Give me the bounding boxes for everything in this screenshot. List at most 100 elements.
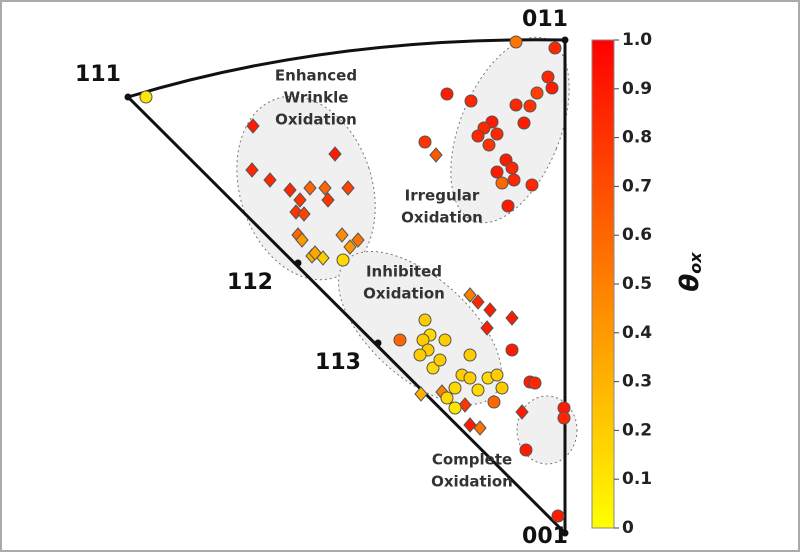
circle-point <box>528 376 542 390</box>
vertex-label: 112 <box>227 270 273 295</box>
circle-point <box>463 371 477 385</box>
vertex-label: 001 <box>522 524 568 549</box>
colorbar-tick-label: 0.8 <box>622 128 652 148</box>
circle-point <box>490 127 504 141</box>
circle-point <box>519 443 533 457</box>
diamond-point <box>295 232 309 248</box>
colorbar-tick-label: 0.7 <box>622 176 652 196</box>
circle-point <box>557 411 571 425</box>
circle-point <box>530 86 544 100</box>
diamond-point <box>471 294 485 310</box>
diamond-point <box>321 192 335 208</box>
circle-point <box>393 333 407 347</box>
vertex-dot <box>561 36 569 44</box>
diamond-point <box>308 245 322 261</box>
circle-point <box>433 353 447 367</box>
colorbar-tick-label: 0.9 <box>622 79 652 99</box>
colorbar-tick-label: 0.3 <box>622 372 652 392</box>
circle-point <box>438 333 452 347</box>
circle-point <box>505 343 519 357</box>
colorbar-tick-label: 0.6 <box>622 225 652 245</box>
diamond-point <box>429 147 443 163</box>
diamond-point <box>515 404 529 420</box>
vertex-dot <box>374 339 382 347</box>
circle-point <box>448 401 462 415</box>
circle-point <box>507 173 521 187</box>
diamond-point <box>328 146 342 162</box>
vertex-label: 011 <box>522 7 568 32</box>
diamond-point <box>343 239 357 255</box>
diamond-point <box>414 386 428 402</box>
circle-point <box>440 87 454 101</box>
circle-point <box>525 178 539 192</box>
circle-point <box>440 391 454 405</box>
diamond-point <box>351 232 365 248</box>
diamond-point <box>335 227 349 243</box>
circle-point <box>482 138 496 152</box>
region-label: Irregular <box>405 187 480 205</box>
colorbar-tick-label: 0.2 <box>622 420 652 440</box>
region-label: Oxidation <box>275 111 357 129</box>
circle-point <box>509 35 523 49</box>
region-ellipse <box>450 36 570 224</box>
region-label: Wrinkle <box>284 89 349 107</box>
vertex-dot <box>561 529 569 537</box>
vertex-label: 111 <box>75 62 121 87</box>
colorbar-tick-label: 0 <box>622 518 634 538</box>
circle-point <box>523 99 537 113</box>
colorbar-label: θox <box>675 252 705 292</box>
circle-point <box>471 383 485 397</box>
region-label: Oxidation <box>431 473 513 491</box>
diamond-point <box>463 417 477 433</box>
circle-point <box>463 348 477 362</box>
vertex-dot <box>124 93 132 101</box>
colorbar-tick-label: 0.4 <box>622 323 652 343</box>
region-label: Oxidation <box>363 285 445 303</box>
circle-point <box>490 368 504 382</box>
circle-point <box>501 199 515 213</box>
vertex-label: 113 <box>315 350 361 375</box>
diamond-point <box>458 397 472 413</box>
circle-point <box>448 381 462 395</box>
region-label: Oxidation <box>401 209 483 227</box>
vertex-dot <box>294 259 302 267</box>
diamond-point <box>318 180 332 196</box>
circle-point <box>505 161 519 175</box>
diamond-point <box>297 206 311 222</box>
circle-point <box>413 348 427 362</box>
diamond-point <box>480 320 494 336</box>
region-label: Complete <box>432 451 512 469</box>
diamond-point <box>505 310 519 326</box>
colorbar-tick-label: 0.5 <box>622 274 652 294</box>
diamond-point <box>263 172 277 188</box>
circle-point <box>551 509 565 523</box>
circle-point <box>495 381 509 395</box>
circle-point <box>495 176 509 190</box>
colorbar <box>591 39 615 529</box>
circle-point <box>509 98 523 112</box>
diamond-point <box>293 192 307 208</box>
circle-point <box>545 81 559 95</box>
colorbar-tick-label: 0.1 <box>622 469 652 489</box>
circle-point <box>418 135 432 149</box>
circle-point <box>517 116 531 130</box>
diamond-point <box>283 182 297 198</box>
diamond-point <box>303 180 317 196</box>
diamond-point <box>483 302 497 318</box>
region-label: Enhanced <box>275 67 357 85</box>
region-label: Inhibited <box>366 263 442 281</box>
diamond-point <box>245 162 259 178</box>
circle-point <box>487 395 501 409</box>
stereographic-triangle <box>125 38 567 537</box>
diamond-point <box>341 180 355 196</box>
circle-point <box>541 70 555 84</box>
circle-point <box>139 90 153 104</box>
circle-point <box>464 94 478 108</box>
circle-point <box>336 253 350 267</box>
circle-point <box>471 129 485 143</box>
circle-point <box>490 165 504 179</box>
circle-point <box>418 313 432 327</box>
circle-point <box>548 41 562 55</box>
diamond-point <box>246 118 260 134</box>
